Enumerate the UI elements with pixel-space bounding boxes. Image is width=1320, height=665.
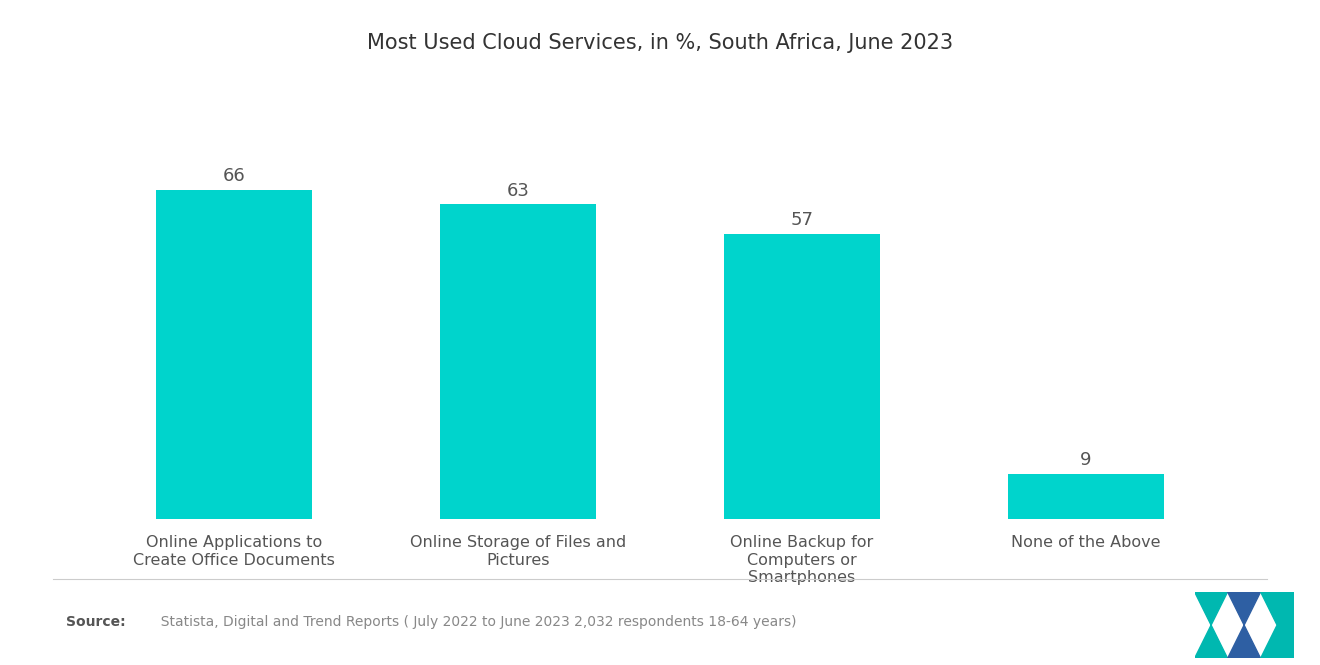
Text: 57: 57 bbox=[791, 211, 813, 229]
Text: 66: 66 bbox=[223, 166, 246, 184]
Bar bbox=[156, 190, 312, 519]
Bar bbox=[440, 205, 597, 519]
Polygon shape bbox=[1195, 592, 1228, 658]
Text: Most Used Cloud Services, in %, South Africa, June 2023: Most Used Cloud Services, in %, South Af… bbox=[367, 33, 953, 53]
Text: 63: 63 bbox=[507, 182, 529, 200]
Text: 9: 9 bbox=[1080, 451, 1092, 469]
Polygon shape bbox=[1261, 592, 1294, 658]
Bar bbox=[723, 235, 880, 519]
Text: Source:: Source: bbox=[66, 614, 125, 629]
Bar bbox=[1008, 473, 1164, 519]
Polygon shape bbox=[1228, 592, 1261, 658]
Text: Statista, Digital and Trend Reports ( July 2022 to June 2023 2,032 respondents 1: Statista, Digital and Trend Reports ( Ju… bbox=[152, 614, 796, 629]
